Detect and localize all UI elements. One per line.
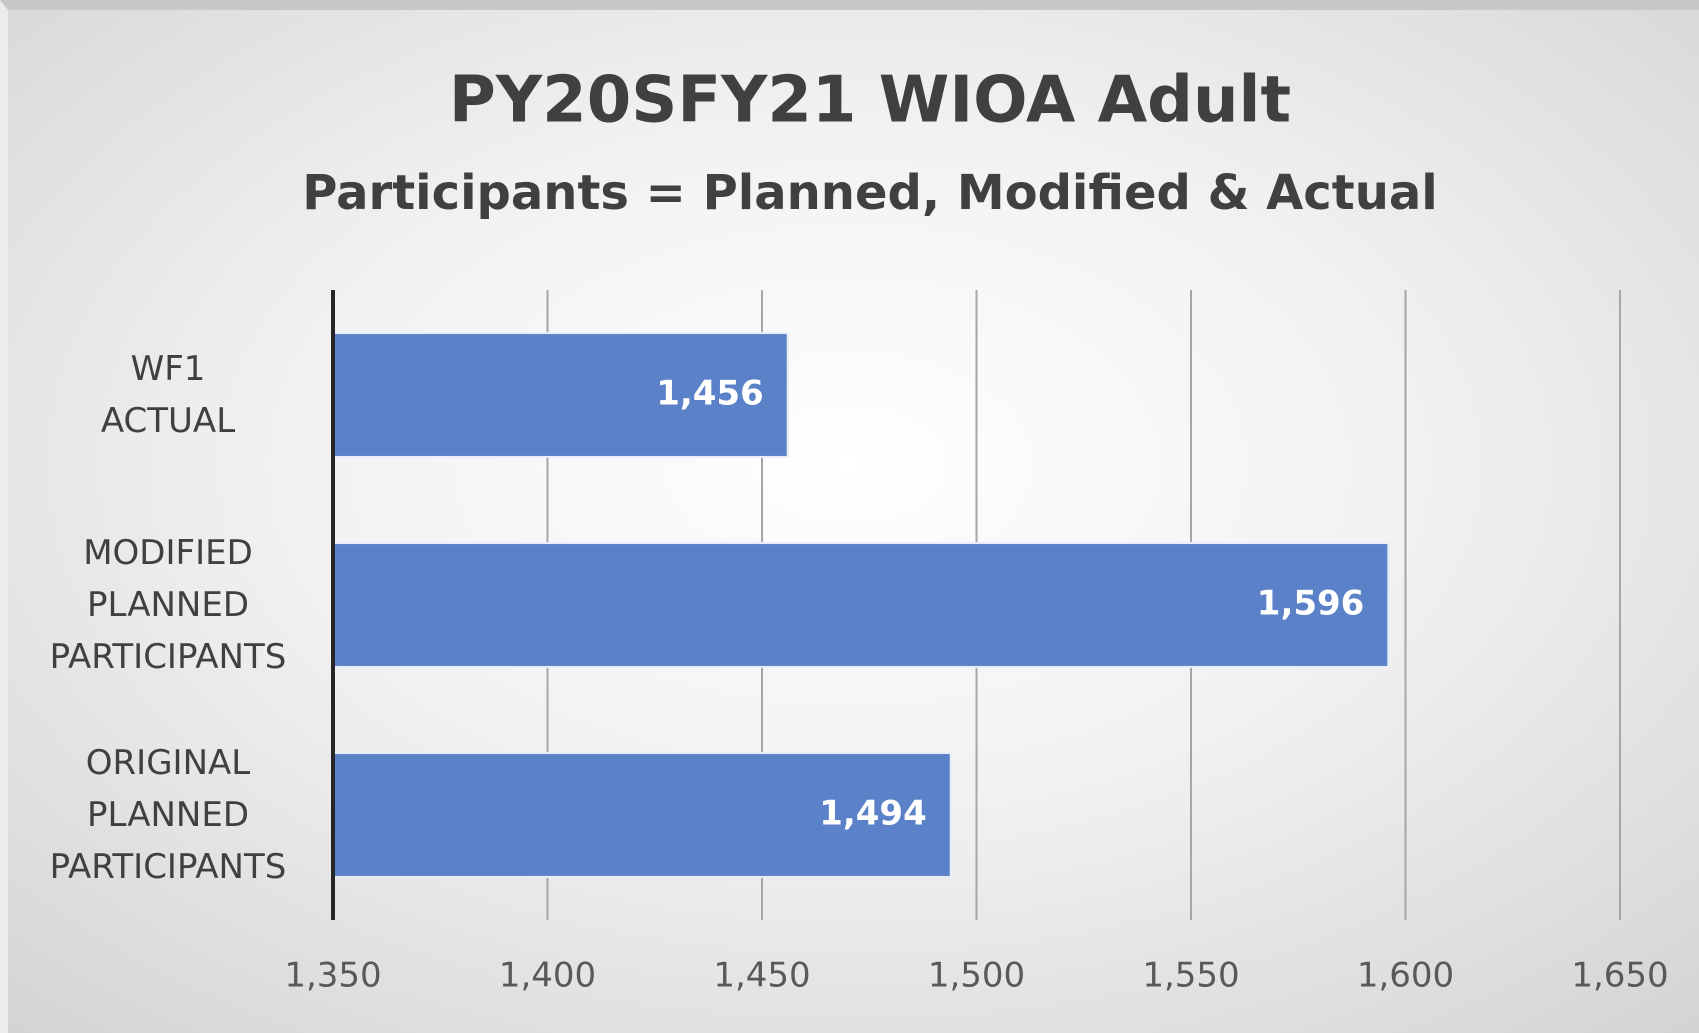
chart-title: PY20SFY21 WIOA Adult <box>449 64 1291 138</box>
y-tick-label: ORIGINAL PLANNED PARTICIPANTS <box>49 743 287 887</box>
x-tick-label: 1,550 <box>1142 956 1239 996</box>
x-tick-label: 1,350 <box>284 956 381 996</box>
data-label: 1,494 <box>819 794 927 834</box>
y-tick-label-box: WF1 ACTUAL <box>18 343 318 447</box>
data-label: 1,596 <box>1257 584 1365 624</box>
x-tick-label: 1,650 <box>1571 956 1668 996</box>
data-label: 1,456 <box>656 374 764 414</box>
chart-subtitle: Participants = Planned, Modified & Actua… <box>302 165 1437 221</box>
y-tick-label-box: ORIGINAL PLANNED PARTICIPANTS <box>18 737 318 893</box>
y-tick-label: WF1 ACTUAL <box>100 349 236 441</box>
bar <box>332 542 1390 668</box>
x-tick-label: 1,500 <box>928 956 1025 996</box>
x-tick-label: 1,400 <box>499 956 596 996</box>
x-tick-label: 1,600 <box>1357 956 1454 996</box>
bar <box>332 752 952 878</box>
y-tick-label: MODIFIED PLANNED PARTICIPANTS <box>49 533 287 677</box>
x-tick-label: 1,450 <box>713 956 810 996</box>
y-tick-label-box: MODIFIED PLANNED PARTICIPANTS <box>18 527 318 683</box>
